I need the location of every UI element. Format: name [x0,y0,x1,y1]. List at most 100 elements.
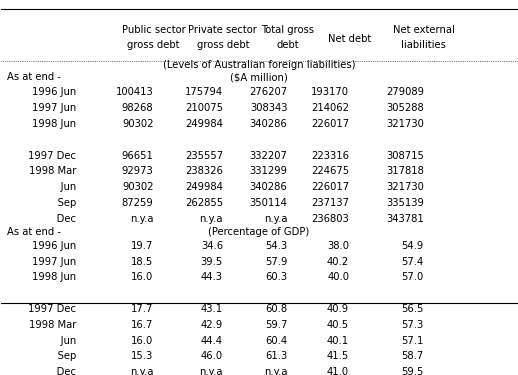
Text: As at end -: As at end - [7,227,61,237]
Text: 223316: 223316 [311,150,349,160]
Text: 43.1: 43.1 [201,304,223,314]
Text: 1997 Dec: 1997 Dec [28,150,76,160]
Text: 175794: 175794 [185,87,223,97]
Text: Jun: Jun [45,336,76,346]
Text: 224675: 224675 [311,166,349,176]
Text: 18.5: 18.5 [131,256,153,267]
Text: 56.5: 56.5 [401,304,424,314]
Text: 60.8: 60.8 [265,304,287,314]
Text: 308715: 308715 [386,150,424,160]
Text: 1997 Jun: 1997 Jun [32,256,76,267]
Text: Public sector: Public sector [122,25,185,35]
Text: 1997 Jun: 1997 Jun [32,103,76,113]
Text: Sep: Sep [42,198,76,208]
Text: n.y.a: n.y.a [264,214,287,224]
Text: 19.7: 19.7 [131,241,153,250]
Text: 87259: 87259 [122,198,153,208]
Text: 44.3: 44.3 [201,272,223,282]
Text: 279089: 279089 [386,87,424,97]
Text: gross debt: gross debt [127,40,180,50]
Text: Private sector: Private sector [189,25,257,35]
Text: 210075: 210075 [185,103,223,113]
Text: Net debt: Net debt [327,34,371,44]
Text: n.y.a: n.y.a [199,367,223,375]
Text: n.y.a: n.y.a [264,367,287,375]
Text: Dec: Dec [41,214,76,224]
Text: 17.7: 17.7 [131,304,153,314]
Text: 1998 Jun: 1998 Jun [32,272,76,282]
Text: 41.0: 41.0 [327,367,349,375]
Text: 1998 Mar: 1998 Mar [28,320,76,330]
Text: 34.6: 34.6 [201,241,223,250]
Text: 57.1: 57.1 [401,336,424,346]
Text: n.y.a: n.y.a [130,367,153,375]
Text: 1998 Jun: 1998 Jun [32,119,76,129]
Text: 249984: 249984 [185,182,223,192]
Text: 226017: 226017 [311,182,349,192]
Text: liabilities: liabilities [401,40,447,50]
Text: 58.7: 58.7 [401,351,424,361]
Text: 54.9: 54.9 [401,241,424,250]
Text: n.y.a: n.y.a [199,214,223,224]
Text: 46.0: 46.0 [201,351,223,361]
Text: 276207: 276207 [249,87,287,97]
Text: 332207: 332207 [250,150,287,160]
Text: 42.9: 42.9 [200,320,223,330]
Text: 236803: 236803 [311,214,349,224]
Text: 321730: 321730 [386,119,424,129]
Text: ($A million): ($A million) [230,72,288,82]
Text: 61.3: 61.3 [265,351,287,361]
Text: 331299: 331299 [249,166,287,176]
Text: 1996 Jun: 1996 Jun [32,87,76,97]
Text: 16.0: 16.0 [131,336,153,346]
Text: 1998 Mar: 1998 Mar [28,166,76,176]
Text: 1996 Jun: 1996 Jun [32,241,76,250]
Text: As at end -: As at end - [7,72,61,82]
Text: 15.3: 15.3 [131,351,153,361]
Text: Dec: Dec [41,367,76,375]
Text: 226017: 226017 [311,119,349,129]
Text: 235557: 235557 [185,150,223,160]
Text: 1997 Dec: 1997 Dec [28,304,76,314]
Text: 321730: 321730 [386,182,424,192]
Text: 57.3: 57.3 [401,320,424,330]
Text: 38.0: 38.0 [327,241,349,250]
Text: (Percentage of GDP): (Percentage of GDP) [208,227,310,237]
Text: 57.4: 57.4 [401,256,424,267]
Text: (Levels of Australian foreign liabilities): (Levels of Australian foreign liabilitie… [163,60,355,70]
Text: 92973: 92973 [122,166,153,176]
Text: 305288: 305288 [386,103,424,113]
Text: 308343: 308343 [250,103,287,113]
Text: Jun: Jun [45,182,76,192]
Text: 340286: 340286 [250,119,287,129]
Text: 59.5: 59.5 [401,367,424,375]
Text: 40.5: 40.5 [327,320,349,330]
Text: 54.3: 54.3 [265,241,287,250]
Text: 262855: 262855 [185,198,223,208]
Text: 90302: 90302 [122,119,153,129]
Text: 59.7: 59.7 [265,320,287,330]
Text: Sep: Sep [42,351,76,361]
Text: 237137: 237137 [311,198,349,208]
Text: 60.3: 60.3 [265,272,287,282]
Text: 343781: 343781 [386,214,424,224]
Text: gross debt: gross debt [197,40,249,50]
Text: 40.1: 40.1 [327,336,349,346]
Text: 238326: 238326 [185,166,223,176]
Text: 40.0: 40.0 [327,272,349,282]
Text: 44.4: 44.4 [201,336,223,346]
Text: 16.0: 16.0 [131,272,153,282]
Text: 60.4: 60.4 [265,336,287,346]
Text: Net external: Net external [393,25,455,35]
Text: 340286: 340286 [250,182,287,192]
Text: 317818: 317818 [386,166,424,176]
Text: 16.7: 16.7 [131,320,153,330]
Text: 335139: 335139 [386,198,424,208]
Text: Total gross: Total gross [261,25,314,35]
Text: 57.9: 57.9 [265,256,287,267]
Text: 40.2: 40.2 [327,256,349,267]
Text: 350114: 350114 [250,198,287,208]
Text: 39.5: 39.5 [200,256,223,267]
Text: 90302: 90302 [122,182,153,192]
Text: 41.5: 41.5 [327,351,349,361]
